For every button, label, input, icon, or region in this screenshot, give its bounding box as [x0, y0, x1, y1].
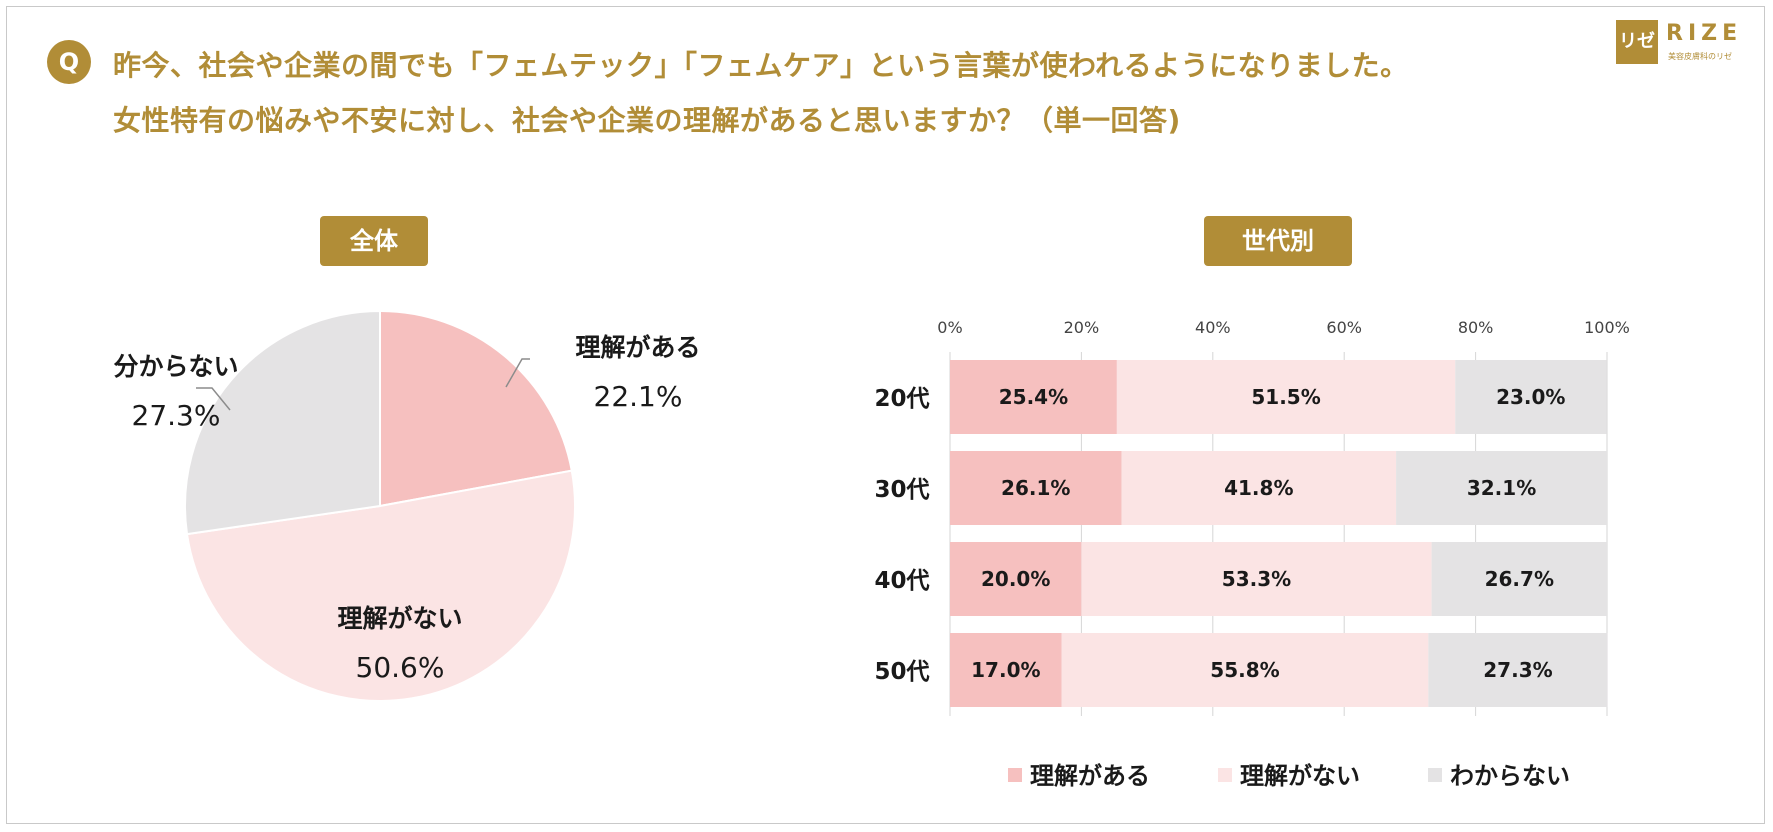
logo-name: RIZE: [1666, 21, 1743, 46]
bar-data-label-not-understand: 55.8%: [1210, 658, 1279, 682]
bar-segment-not-understand: [1081, 542, 1432, 616]
bar-data-label-dont-know: 23.0%: [1496, 385, 1565, 409]
x-tick-label: 80%: [1458, 318, 1494, 337]
pie-slice-understand: [379, 309, 573, 508]
bar-segment-understand: [950, 542, 1082, 616]
logo-subtitle: 美容皮膚科のリゼ: [1668, 52, 1732, 61]
bar-data-label-dont-know: 26.7%: [1485, 567, 1554, 591]
pie-leader-dont-know: [196, 387, 231, 411]
bar-data-label-understand: 25.4%: [999, 385, 1068, 409]
pie-slice-not-understand: [185, 469, 576, 702]
pie-slice-dont-know: [184, 309, 381, 536]
bar-segment-dont-know: [1428, 633, 1608, 707]
question-badge: Q: [47, 40, 91, 84]
bar-data-label-understand: 20.0%: [981, 567, 1050, 591]
bar-segment-dont-know: [1396, 451, 1607, 525]
bar-segment-not-understand: [1121, 451, 1397, 525]
overall-pie-chart: 理解がある 22.1% 理解がない 50.6% 分からない 27.3%: [113, 309, 701, 702]
bar-segment-understand: [950, 633, 1062, 707]
bar-data-label-not-understand: 41.8%: [1224, 476, 1293, 500]
x-tick-label: 20%: [1064, 318, 1100, 337]
category-label: 20代: [874, 386, 929, 412]
bar-segment-not-understand: [1116, 360, 1456, 434]
legend-dont-know-swatch: [1428, 768, 1442, 782]
legend-understand: 理解がある: [1008, 756, 1150, 790]
x-tick-label: 0%: [937, 318, 962, 337]
category-label: 40代: [874, 568, 929, 594]
legend-not-understand-swatch: [1218, 768, 1232, 782]
legend-understand-label: 理解がある: [1030, 762, 1150, 790]
question-line-1: 昨今、社会や企業の間でも「フェムテック」「フェムケア」という言葉が使われるように…: [113, 49, 1409, 82]
x-tick-label: 40%: [1195, 318, 1231, 337]
overall-section-label: 全体: [320, 216, 428, 266]
bar-data-label-dont-know: 27.3%: [1483, 658, 1552, 682]
legend-not-understand-label: 理解がない: [1240, 762, 1360, 790]
slide-frame: [6, 6, 1765, 824]
bar-segment-understand: [950, 360, 1117, 434]
legend-understand-swatch: [1008, 768, 1022, 782]
bar-segment-not-understand: [1061, 633, 1429, 707]
generation-section-label: 世代別: [1204, 216, 1352, 266]
bar-segment-dont-know: [1455, 360, 1607, 434]
pie-value-not-understand: 50.6%: [356, 651, 445, 684]
bar-data-label-understand: 26.1%: [1001, 476, 1070, 500]
pie-value-dont-know: 27.3%: [132, 399, 221, 432]
pie-label-not-understand: 理解がない: [337, 604, 462, 633]
logo-mark: リゼ: [1616, 20, 1658, 64]
bar-data-label-not-understand: 53.3%: [1222, 567, 1291, 591]
legend-not-understand: 理解がない: [1218, 756, 1360, 790]
bar-segment-dont-know: [1431, 542, 1607, 616]
legend-dont-know: わからない: [1428, 756, 1570, 790]
question-line-2: 女性特有の悩みや不安に対し、社会や企業の理解があると思いますか？（単一回答): [113, 104, 1181, 137]
x-tick-label: 100%: [1584, 318, 1630, 337]
bar-data-label-understand: 17.0%: [971, 658, 1040, 682]
legend-dont-know-label: わからない: [1450, 762, 1570, 790]
x-tick-label: 60%: [1326, 318, 1362, 337]
pie-leader-understand: [505, 358, 530, 388]
bar-data-label-dont-know: 32.1%: [1467, 476, 1536, 500]
category-label: 30代: [874, 477, 929, 503]
pie-label-dont-know: 分からない: [113, 352, 238, 381]
bar-segment-understand: [950, 451, 1122, 525]
bar-data-label-not-understand: 51.5%: [1251, 385, 1320, 409]
pie-label-understand: 理解がある: [575, 333, 700, 362]
category-label: 50代: [874, 659, 929, 685]
pie-value-understand: 22.1%: [594, 380, 683, 413]
